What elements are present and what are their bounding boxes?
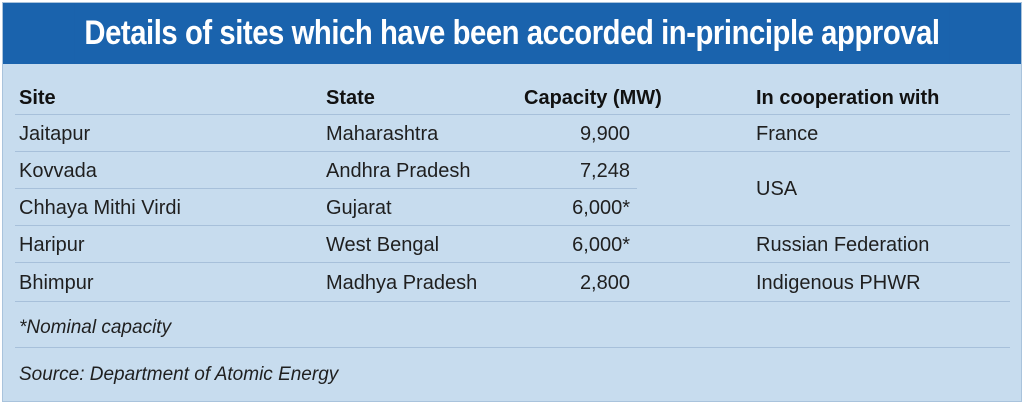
divider [15,225,1010,226]
cell-state: Andhra Pradesh [326,160,471,182]
footnote: *Nominal capacity [19,317,172,338]
cell-site: Kovvada [19,160,97,182]
divider [15,347,1010,348]
cell-site: Chhaya Mithi Virdi [19,197,181,219]
cell-site: Jaitapur [19,123,91,145]
cell-capacity: 6,000* [572,197,630,219]
cell-state: Maharashtra [326,123,439,145]
cell-cooperation: USA [756,178,798,200]
cell-site: Bhimpur [19,272,94,294]
divider [15,114,1010,115]
table-title: Details of sites which have been accorde… [74,3,950,64]
divider [15,151,1010,152]
cell-capacity: 2,800 [579,272,630,294]
source-note: Source: Department of Atomic Energy [19,364,339,385]
cell-cooperation: France [756,123,819,145]
cell-capacity: 9,900 [579,123,630,145]
header-capacity: Capacity (MW) [524,87,662,109]
header-site: Site [19,87,56,109]
cell-cooperation: Indigenous PHWR [756,272,921,294]
header-state: State [326,87,375,109]
cell-capacity: 7,248 [579,160,630,182]
divider [15,301,1010,302]
divider [15,188,637,189]
cell-site: Haripur [19,234,85,256]
divider [15,262,1010,263]
cell-state: Gujarat [326,197,392,219]
cell-cooperation: Russian Federation [756,234,930,256]
cell-capacity: 6,000* [572,234,630,256]
cell-state: Madhya Pradesh [326,272,478,294]
header-cooperation: In cooperation with [756,87,940,109]
cell-state: West Bengal [326,234,440,256]
